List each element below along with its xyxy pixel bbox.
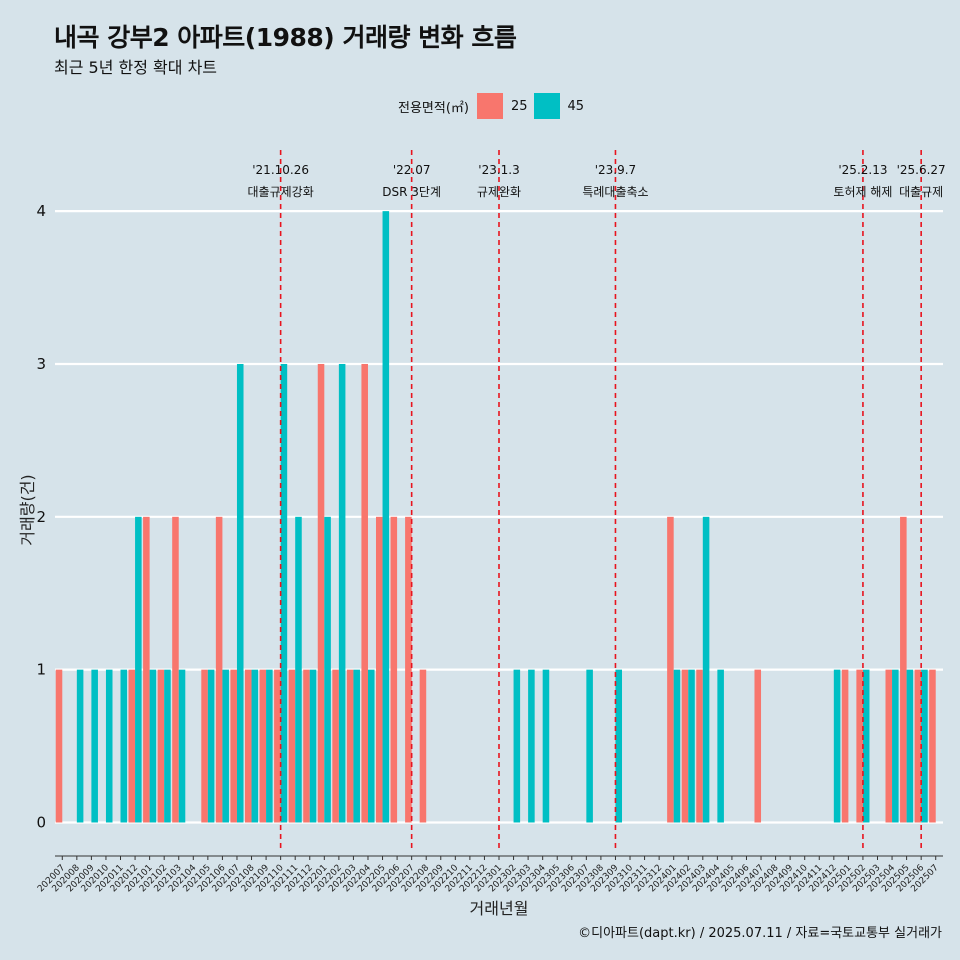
event-date-3: '23.9.7 <box>595 163 636 177</box>
bar-25-202505 <box>900 516 907 823</box>
bar-25-202110 <box>274 669 281 823</box>
y-tick-label-3: 3 <box>36 355 46 373</box>
bar-45-202201 <box>324 516 331 823</box>
bar-45-202111 <box>295 516 302 823</box>
bar-25-202111 <box>288 669 296 823</box>
bar-25-202504 <box>885 669 893 823</box>
event-label-0: 대출규제강화 <box>248 185 314 199</box>
event-label-5: 대출규제 <box>899 185 943 199</box>
bar-25-202203 <box>346 669 354 823</box>
bar-45-202108 <box>251 669 259 823</box>
bar-45-202101 <box>149 669 157 823</box>
bar-45-202011 <box>120 669 128 823</box>
x-axis-title: 거래년월 <box>470 899 529 918</box>
bar-25-202103 <box>172 516 179 823</box>
bar-45-202302 <box>513 669 521 823</box>
y-tick-label-1: 1 <box>36 661 46 679</box>
bar-25-202403 <box>696 669 703 823</box>
bar-25-202012 <box>128 669 136 823</box>
y-tick-label-0: 0 <box>36 813 46 831</box>
bar-25-202007 <box>55 669 63 823</box>
bar-45-202304 <box>542 669 550 823</box>
bar-45-202010 <box>105 669 113 823</box>
bar-45-202502 <box>862 669 870 823</box>
event-label-1: DSR 3단계 <box>382 185 441 199</box>
bar-45-202110 <box>280 363 288 823</box>
bar-25-202102 <box>157 669 165 823</box>
event-date-0: '21.10.26 <box>252 163 309 177</box>
bar-45-202109 <box>266 669 273 823</box>
bar-25-202109 <box>259 669 267 823</box>
bar-25-202208 <box>419 669 427 823</box>
bar-45-202008 <box>76 669 84 823</box>
legend-label-45: 45 <box>567 98 585 114</box>
y-tick-label-4: 4 <box>36 202 46 220</box>
bar-25-202502 <box>856 669 863 823</box>
bar-45-202402 <box>688 669 695 823</box>
event-date-2: '23.1.3 <box>478 163 519 177</box>
legend-swatch-25 <box>476 93 503 119</box>
bar-25-202204 <box>361 363 368 823</box>
bar-45-202106 <box>222 669 229 823</box>
bar-25-202402 <box>681 669 689 823</box>
bar-45-202404 <box>717 669 724 823</box>
bar-45-202303 <box>528 669 535 823</box>
bar-45-202012 <box>135 516 142 823</box>
bar-25-202207 <box>405 516 412 823</box>
event-label-4: 토허제 해제 <box>833 185 892 199</box>
bar-45-202204 <box>367 669 375 823</box>
legend-item-25: 25 <box>476 93 528 119</box>
legend-label-25: 25 <box>510 98 528 114</box>
bar-45-202102 <box>164 669 171 823</box>
bar-25-202105 <box>201 669 208 823</box>
bar-45-202506 <box>921 669 928 823</box>
chart-title: 내곡 강부2 아파트(1988) 거래량 변화 흐름 <box>54 23 517 52</box>
bar-25-202106 <box>215 516 223 823</box>
bar-45-202107 <box>236 363 244 823</box>
bar-45-202203 <box>353 669 360 823</box>
event-label-2: 규제완화 <box>477 185 521 199</box>
bar-45-202505 <box>906 669 914 823</box>
bar-25-202407 <box>754 669 762 823</box>
bar-45-202403 <box>702 516 710 823</box>
bar-45-202412 <box>833 669 841 823</box>
bar-45-202105 <box>207 669 215 823</box>
y-axis-title: 거래량(건) <box>18 474 37 545</box>
bar-25-202107 <box>230 669 237 823</box>
bar-25-202501 <box>841 669 849 823</box>
event-date-4: '25.2.13 <box>838 163 887 177</box>
caption: ©디아파트(dapt.kr) / 2025.07.11 / 자료=국토교통부 실… <box>578 926 942 941</box>
legend: 전용면적(㎡) 25 45 <box>398 93 590 119</box>
bar-25-202507 <box>929 669 936 823</box>
bar-45-202205 <box>382 211 390 823</box>
bar-25-202201 <box>317 363 325 823</box>
legend-item-45: 45 <box>533 93 585 119</box>
bar-25-202108 <box>244 669 252 823</box>
bar-45-202103 <box>178 669 186 823</box>
bar-25-202112 <box>303 669 310 823</box>
bar-25-202401 <box>667 516 674 823</box>
event-date-1: '22.07 <box>393 163 431 177</box>
bar-45-202202 <box>338 363 346 823</box>
legend-title: 전용면적(㎡) <box>398 100 469 116</box>
bar-25-202101 <box>143 516 150 823</box>
bar-45-202401 <box>673 669 681 823</box>
bar-45-202307 <box>586 669 593 823</box>
legend-swatch-45 <box>533 93 560 119</box>
bar-25-202205 <box>375 516 383 823</box>
y-tick-label-2: 2 <box>36 508 46 526</box>
event-date-5: '25.6.27 <box>897 163 946 177</box>
event-label-3: 특례대출축소 <box>582 185 648 199</box>
bar-25-202206 <box>390 516 398 823</box>
bar-45-202504 <box>892 669 899 823</box>
bar-45-202009 <box>91 669 98 823</box>
bar-45-202309 <box>615 669 623 823</box>
chart-subtitle: 최근 5년 한정 확대 차트 <box>54 58 218 77</box>
bar-45-202112 <box>309 669 317 823</box>
bar-25-202202 <box>332 669 339 823</box>
bar-25-202506 <box>914 669 922 823</box>
